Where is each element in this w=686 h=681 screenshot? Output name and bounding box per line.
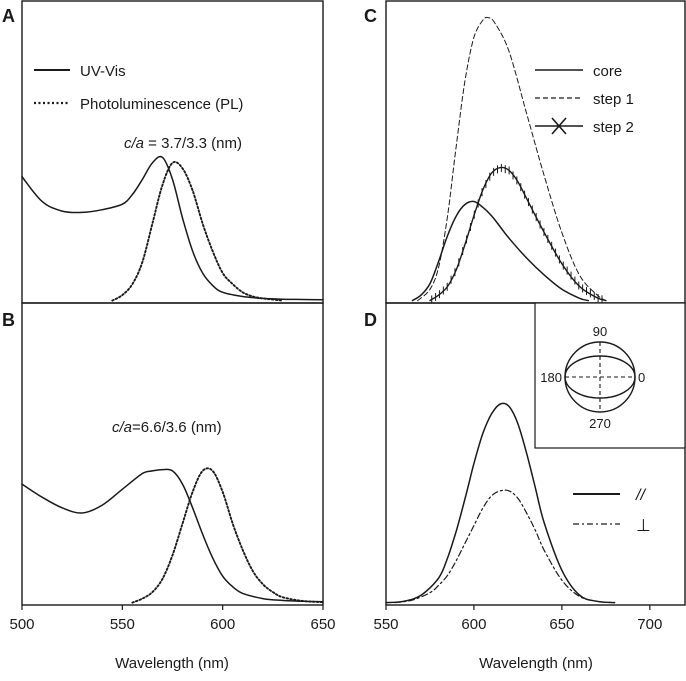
- panel-a-frame: [21, 0, 324, 304]
- series-line-c-0: [411, 200, 590, 302]
- polar-label-180: 180: [540, 370, 562, 385]
- legend-d-label-perpendicular: ⊥: [636, 516, 651, 535]
- legend-c-label-step1: step 1: [593, 91, 634, 108]
- polar-inset: 90 180 0 270: [534, 302, 686, 449]
- panel-b: B c/a=6.6/3.6 (nm) 500 550 600 650: [2, 302, 336, 633]
- legend-a-label-uvvis: UV-Vis: [80, 63, 126, 80]
- series-line-c-1: [417, 16, 607, 302]
- panel-d-series: [385, 402, 616, 604]
- panel-a-annotation-value: = 3.7/3.3 (nm): [144, 135, 242, 152]
- legend-c-label-core: core: [593, 63, 622, 80]
- panel-a-annotation: c/a = 3.7/3.3 (nm): [124, 135, 242, 152]
- x-tick-label-d-550: 550: [373, 616, 398, 633]
- series-line-a-1: [111, 160, 284, 302]
- polar-label-0: 0: [638, 370, 645, 385]
- panel-b-annotation: c/a=6.6/3.6 (nm): [112, 419, 222, 436]
- legend-c-label-step2: step 2: [593, 119, 634, 136]
- series-line-d-1: [394, 489, 616, 604]
- series-line-b-0: [21, 468, 324, 603]
- panel-c: C core step 1 step 2: [364, 0, 686, 304]
- panel-c-letter: C: [364, 6, 377, 26]
- polar-label-90: 90: [593, 324, 607, 339]
- panel-a: A UV-Vis Photoluminescence (PL) c/a = 3.…: [2, 0, 324, 304]
- polar-inset-frame: [534, 302, 686, 449]
- panel-d-xticks: 550 600 650 700: [373, 605, 662, 633]
- x-tick-label-b-600: 600: [210, 616, 235, 633]
- panel-c-frame: [385, 0, 686, 304]
- x-tick-label-b-650: 650: [310, 616, 335, 633]
- series-line-c-2: [429, 166, 607, 302]
- panel-c-series: [411, 16, 607, 304]
- panel-a-letter: A: [2, 6, 15, 26]
- panel-b-letter: B: [2, 310, 15, 330]
- panel-d: D 550 600 650 700 90 180 0 270 // ⊥: [364, 302, 686, 633]
- x-tick-label-b-550: 550: [110, 616, 135, 633]
- x-axis-label-right: Wavelength (nm): [479, 655, 593, 672]
- series-line-b-1: [131, 467, 324, 604]
- panel-b-frame: [21, 302, 324, 606]
- x-tick-label-d-700: 700: [637, 616, 662, 633]
- polar-label-270: 270: [589, 416, 611, 431]
- x-tick-label-d-650: 650: [549, 616, 574, 633]
- panel-a-series: [21, 155, 324, 302]
- legend-a-label-pl: Photoluminescence (PL): [80, 96, 243, 113]
- series-line-a-0: [21, 155, 324, 301]
- x-tick-label-b-500: 500: [9, 616, 34, 633]
- x-axis-label-left: Wavelength (nm): [115, 655, 229, 672]
- x-tick-label-d-600: 600: [461, 616, 486, 633]
- panel-b-series: [21, 467, 324, 604]
- panel-b-annotation-value: =6.6/3.6 (nm): [132, 419, 222, 436]
- series-line-d-0: [385, 402, 616, 604]
- panel-d-letter: D: [364, 310, 377, 330]
- panel-b-xticks: 500 550 600 650: [9, 605, 336, 633]
- legend-c-cross-marker-icon: [551, 117, 567, 135]
- legend-d-label-parallel: //: [635, 487, 646, 504]
